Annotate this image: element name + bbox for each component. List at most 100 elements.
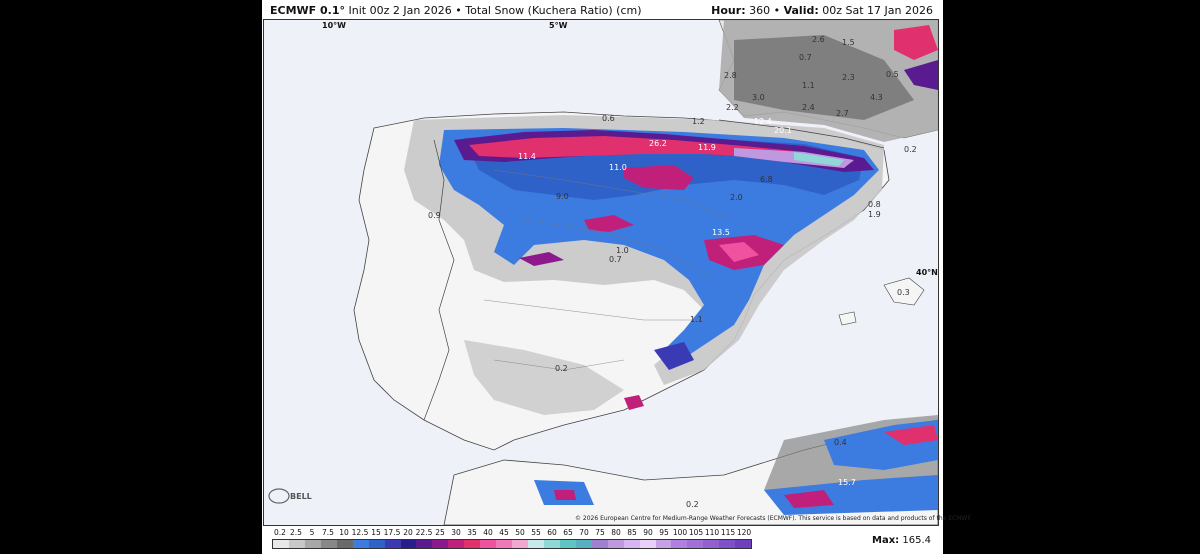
max-value: Max: 165.4 bbox=[872, 535, 931, 546]
max-label: Max: bbox=[872, 535, 900, 546]
legend-label: 20 bbox=[403, 528, 413, 537]
map-value: 1.9 bbox=[868, 210, 881, 219]
legend-label: 70 bbox=[579, 528, 589, 537]
legend-label: 100 bbox=[672, 528, 688, 537]
map-value: 13.5 bbox=[712, 228, 730, 237]
lat-label-40n: 40°N bbox=[916, 268, 938, 277]
map-value: 6.8 bbox=[760, 175, 773, 184]
map-value: 11.4 bbox=[518, 152, 536, 161]
map-value: 0.2 bbox=[904, 145, 917, 154]
legend-label: 15 bbox=[371, 528, 381, 537]
legend-swatch bbox=[464, 540, 481, 548]
legend-swatch bbox=[273, 540, 289, 548]
init-time: Init 00z 2 Jan 2026 bbox=[348, 4, 452, 17]
map-value: 0.4 bbox=[834, 438, 847, 447]
hour-label: Hour: bbox=[711, 4, 746, 17]
map-value: 20.1 bbox=[774, 126, 792, 135]
legend-swatch bbox=[480, 540, 497, 548]
map-value: 2.7 bbox=[836, 109, 849, 118]
legend-swatch bbox=[671, 540, 688, 548]
region-lines bbox=[483, 169, 735, 371]
legend-swatch bbox=[623, 540, 640, 548]
legend-swatch bbox=[639, 540, 656, 548]
border-france-spain bbox=[718, 119, 885, 149]
legend-label: 120 bbox=[736, 528, 752, 537]
legend-swatch bbox=[416, 540, 433, 548]
legend-swatch bbox=[687, 540, 704, 548]
map-value: 3.0 bbox=[752, 93, 765, 102]
legend-label: 115 bbox=[720, 528, 736, 537]
legend-swatch bbox=[607, 540, 624, 548]
map-value: 0.2 bbox=[555, 364, 568, 373]
legend-swatch bbox=[496, 540, 513, 548]
snow-heavy-center bbox=[624, 165, 694, 190]
map-value: 9.0 bbox=[556, 192, 569, 201]
legend-label: 60 bbox=[547, 528, 557, 537]
valid-value: 00z Sat 17 Jan 2026 bbox=[822, 4, 933, 17]
map-value: 0.9 bbox=[428, 211, 441, 220]
map-value: 0.8 bbox=[868, 200, 881, 209]
legend-swatch bbox=[703, 540, 720, 548]
legend-label: 7.5 bbox=[322, 528, 334, 537]
map-value: 0.7 bbox=[799, 53, 812, 62]
map-value: 0.2 bbox=[686, 500, 699, 509]
snow-ne-purple bbox=[904, 60, 938, 90]
weatherbell-logo-mark: BELL bbox=[268, 488, 312, 504]
snow-gray-south bbox=[464, 340, 624, 415]
map-value: 0.7 bbox=[609, 255, 622, 264]
map-value: 12.4 bbox=[754, 117, 772, 126]
balearic-island bbox=[838, 311, 857, 326]
snow-africa-pink bbox=[884, 425, 938, 445]
product-name: Total Snow (Kuchera Ratio) (cm) bbox=[465, 4, 642, 17]
map-value: 0.5 bbox=[886, 70, 899, 79]
map-value: 1.1 bbox=[690, 315, 703, 324]
legend-label: 110 bbox=[704, 528, 720, 537]
legend-label: 85 bbox=[627, 528, 637, 537]
copyright-notice: © 2026 European Centre for Medium-Range … bbox=[575, 515, 972, 522]
lon-label-10w: 10°W bbox=[322, 21, 346, 30]
legend-swatch bbox=[559, 540, 576, 548]
map-value: 1.1 bbox=[802, 81, 815, 90]
snow-heavy-south bbox=[624, 395, 644, 410]
snow-ne-pink bbox=[894, 25, 938, 60]
hour-value: 360 bbox=[749, 4, 771, 17]
legend-swatch bbox=[384, 540, 401, 548]
map-value: 0.3 bbox=[897, 288, 910, 297]
snow-pink-north bbox=[469, 136, 854, 165]
legend-swatch bbox=[512, 540, 528, 548]
legend-swatch bbox=[575, 540, 592, 548]
legend-label: 5 bbox=[309, 528, 315, 537]
separator: • bbox=[455, 4, 462, 17]
map-value: 15.7 bbox=[838, 478, 856, 487]
legend-label: 0.2 bbox=[274, 528, 286, 537]
map-value: 2.6 bbox=[812, 35, 825, 44]
legend-label: 35 bbox=[467, 528, 477, 537]
legend-swatch bbox=[655, 540, 672, 548]
map-value: 2.8 bbox=[724, 71, 737, 80]
logo-text: BELL bbox=[290, 492, 312, 501]
map-value: 11.0 bbox=[609, 163, 627, 172]
legend-label: 30 bbox=[451, 528, 461, 537]
model-name: ECMWF 0.1° bbox=[270, 4, 345, 17]
map-value: 11.9 bbox=[698, 143, 716, 152]
legend-swatch bbox=[528, 540, 544, 548]
legend-swatch bbox=[543, 540, 560, 548]
legend-bar bbox=[272, 539, 752, 549]
map-value: 2.3 bbox=[842, 73, 855, 82]
snow-heavy-east bbox=[719, 242, 759, 262]
legend-label: 80 bbox=[611, 528, 621, 537]
legend-label: 90 bbox=[643, 528, 653, 537]
legend-swatch bbox=[288, 540, 305, 548]
balearic-island bbox=[883, 277, 925, 306]
legend-swatch bbox=[320, 540, 337, 548]
legend-swatch bbox=[719, 540, 736, 548]
valid-label: Valid: bbox=[783, 4, 819, 17]
weatherbell-logo: BELL bbox=[268, 485, 328, 507]
legend-label: 45 bbox=[499, 528, 509, 537]
map-value: 2.0 bbox=[730, 193, 743, 202]
legend-swatch bbox=[735, 540, 752, 548]
snow-heavy-center bbox=[584, 215, 634, 232]
legend-label: 17.5 bbox=[383, 528, 401, 537]
snow-africa-pink bbox=[784, 490, 834, 508]
snow-cyan-east bbox=[794, 152, 844, 166]
